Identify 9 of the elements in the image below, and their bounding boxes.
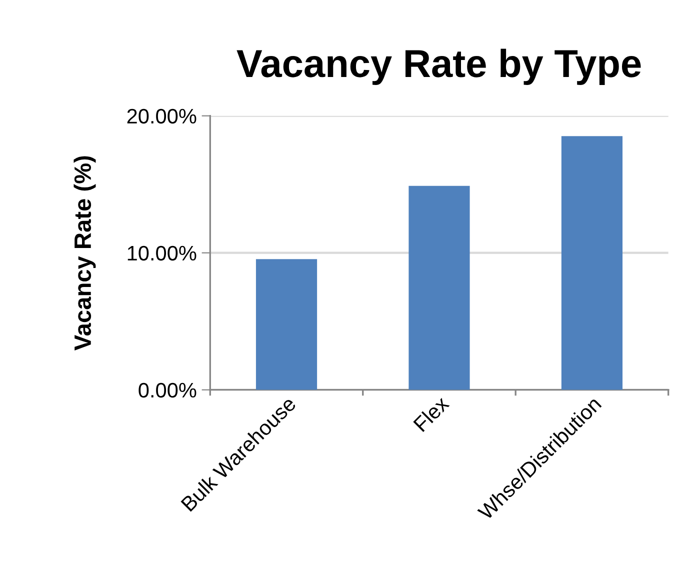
chart-title: Vacancy Rate by Type (236, 48, 641, 86)
y-axis-title: Vacancy Rate (%) (74, 156, 96, 350)
bar (561, 136, 623, 390)
y-tick-label: 20.00% (127, 108, 196, 124)
bar (256, 259, 318, 390)
x-tick-label: Flex (412, 394, 450, 432)
y-tick-label: 10.00% (128, 246, 196, 261)
y-tick-label: 0.00% (138, 382, 196, 398)
bar (408, 186, 470, 390)
